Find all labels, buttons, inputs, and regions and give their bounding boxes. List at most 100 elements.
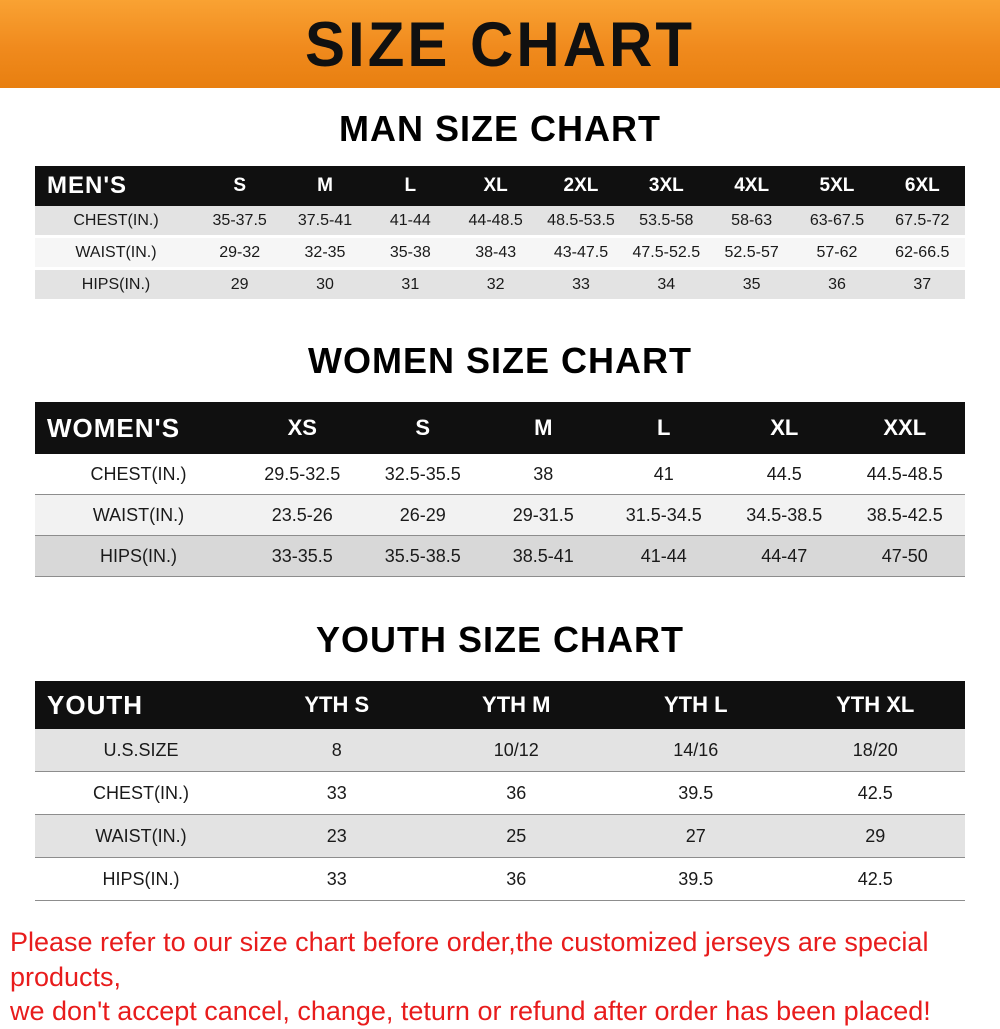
measurement-value-cell: 38 (533, 463, 554, 484)
footer-disclaimer: Please refer to our size chart before or… (10, 925, 1000, 1029)
size-column-header: XXL (844, 402, 965, 454)
measurement-value-cell: 35 (742, 275, 761, 293)
measurement-value-cell: 34 (657, 275, 676, 293)
measurement-value-cell: 36 (828, 275, 846, 293)
measurement-value-cell: 31.5-34.5 (625, 504, 702, 525)
measurement-value-cell: 41-44 (640, 545, 687, 566)
measurement-value-cell: 14/16 (673, 739, 719, 760)
table-header-row: MEN'S S M L XL 2XL 3XL 4XL 5XL 6XL (35, 166, 965, 206)
measurement-value-cell: 58-63 (731, 211, 773, 229)
size-column-header: 2XL (538, 166, 624, 206)
size-column-header: YTH S (247, 681, 427, 729)
measurement-value-cell: 32.5-35.5 (384, 463, 461, 484)
measurement-value-cell: 38.5-41 (512, 545, 574, 566)
measurement-value-cell: 47.5-52.5 (632, 243, 701, 261)
measurement-value-cell: 39.5 (678, 782, 714, 803)
table-row: HIPS(IN.) 33 36 39.5 42.5 (35, 857, 965, 901)
measurement-value-cell: 44.5 (766, 463, 802, 484)
row-label-cell: HIPS(IN.) (99, 545, 177, 566)
measurement-value-cell: 52.5-57 (724, 243, 779, 261)
youth-size-table: YOUTH YTH S YTH M YTH L YTH XL U.S.SIZE 8 10/12… (35, 681, 965, 901)
size-column-header: XS (242, 402, 363, 454)
size-chart-banner: SIZE CHART (0, 0, 1000, 88)
size-column-header: 5XL (794, 166, 880, 206)
size-column-header: M (282, 166, 368, 206)
women-size-chart-title: WOMEN SIZE CHART (308, 340, 692, 381)
measurement-value-cell: 32 (486, 275, 505, 293)
measurement-value-cell: 30 (316, 275, 334, 293)
row-label-cell: CHEST(IN.) (90, 463, 187, 484)
measurement-value-cell: 44-47 (761, 545, 808, 566)
measurement-value-cell: 57-62 (816, 243, 858, 261)
row-label-cell: WAIST(IN.) (75, 243, 157, 261)
measurement-value-cell: 32-35 (304, 243, 346, 261)
row-label-cell: WAIST(IN.) (95, 825, 187, 846)
measurement-value-cell: 29-32 (219, 243, 261, 261)
table-row: HIPS(IN.) 29 30 31 32 33 34 35 36 37 (35, 268, 965, 301)
measurement-value-cell: 35-38 (389, 243, 431, 261)
row-label-cell: U.S.SIZE (103, 739, 179, 760)
measurement-value-cell: 26-29 (399, 504, 446, 525)
table-header-row: YOUTH YTH S YTH M YTH L YTH XL (35, 681, 965, 729)
measurement-value-cell: 42.5 (857, 868, 893, 889)
measurement-value-cell: 48.5-53.5 (547, 211, 615, 229)
size-column-header: L (603, 402, 724, 454)
measurement-value-cell: 29 (230, 275, 249, 293)
table-row: CHEST(IN.) 29.5-32.5 32.5-35.5 38 41 44.5 44.5… (35, 454, 965, 495)
measurement-value-cell: 29-31.5 (512, 504, 574, 525)
row-label-cell: WAIST(IN.) (92, 504, 185, 525)
measurement-value-cell: 63-67.5 (809, 211, 865, 229)
measurement-value-cell: 23 (326, 825, 347, 846)
measurement-value-cell: 33 (326, 868, 347, 889)
row-label-cell: HIPS(IN.) (81, 275, 151, 293)
measurement-value-cell: 23.5-26 (271, 504, 333, 525)
measurement-value-cell: 41-44 (389, 211, 431, 229)
measurement-value-cell: 62-66.5 (895, 243, 950, 261)
row-label-cell: HIPS(IN.) (102, 868, 180, 889)
measurement-value-cell: 31 (401, 275, 420, 293)
table-header-row: WOMEN'S XS S M L XL XXL (35, 402, 965, 454)
measurement-value-cell: 35-37.5 (212, 211, 267, 229)
size-column-header: 6XL (879, 166, 965, 206)
man-size-chart-title: MAN SIZE CHART (339, 108, 661, 149)
table-row: WAIST(IN.) 23.5-26 26-29 29-31.5 31.5-34.5 34… (35, 494, 965, 536)
footer-disclaimer-line-1: Please refer to our size chart before or… (10, 927, 929, 992)
size-column-header: XL (452, 166, 539, 206)
size-column-header: S (197, 166, 283, 206)
size-column-header: L (367, 166, 453, 206)
size-column-header: YTH XL (785, 681, 965, 729)
table-row: CHEST(IN.) 33 36 39.5 42.5 (35, 771, 965, 815)
measurement-value-cell: 53.5-58 (639, 211, 694, 229)
size-column-header: 4XL (708, 166, 795, 206)
measurement-value-cell: 33 (326, 782, 347, 803)
measurement-value-cell: 44-48.5 (468, 211, 523, 229)
measurement-value-cell: 33-35.5 (271, 545, 333, 566)
measurement-value-cell: 38.5-42.5 (866, 504, 943, 525)
man-size-table: MEN'S S M L XL 2XL 3XL 4XL 5XL 6XL CHEST(IN.) 35-37… (35, 166, 965, 302)
table-row: U.S.SIZE 8 10/12 14/16 18/20 (35, 729, 965, 772)
measurement-value-cell: 67.5-72 (895, 211, 950, 229)
row-label-cell: CHEST(IN.) (73, 211, 159, 229)
measurement-value-cell: 33 (572, 275, 590, 293)
table-corner-label: MEN'S (35, 166, 197, 206)
measurement-value-cell: 47-50 (881, 545, 928, 566)
size-column-header: YTH L (606, 681, 786, 729)
measurement-value-cell: 29 (865, 825, 886, 846)
banner-title: SIZE CHART (305, 8, 695, 80)
measurement-value-cell: 34.5-38.5 (746, 504, 823, 525)
table-row: CHEST(IN.) 35-37.5 37.5-41 41-44 44-48.5 48.5… (35, 206, 965, 237)
measurement-value-cell: 44.5-48.5 (866, 463, 943, 484)
measurement-value-cell: 39.5 (678, 868, 714, 889)
size-column-header: S (362, 402, 483, 454)
table-row: HIPS(IN.) 33-35.5 35.5-38.5 38.5-41 41-44 44-… (35, 535, 965, 577)
measurement-value-cell: 10/12 (493, 739, 539, 760)
measurement-value-cell: 8 (331, 739, 342, 760)
measurement-value-cell: 37.5-41 (297, 211, 353, 229)
measurement-value-cell: 42.5 (857, 782, 893, 803)
measurement-value-cell: 18/20 (852, 739, 898, 760)
table-row: WAIST(IN.) 23 25 27 29 (35, 814, 965, 858)
size-column-header: M (483, 402, 604, 454)
measurement-value-cell: 38-43 (475, 243, 517, 261)
measurement-value-cell: 43-47.5 (553, 243, 609, 261)
size-column-header: YTH M (426, 681, 606, 729)
